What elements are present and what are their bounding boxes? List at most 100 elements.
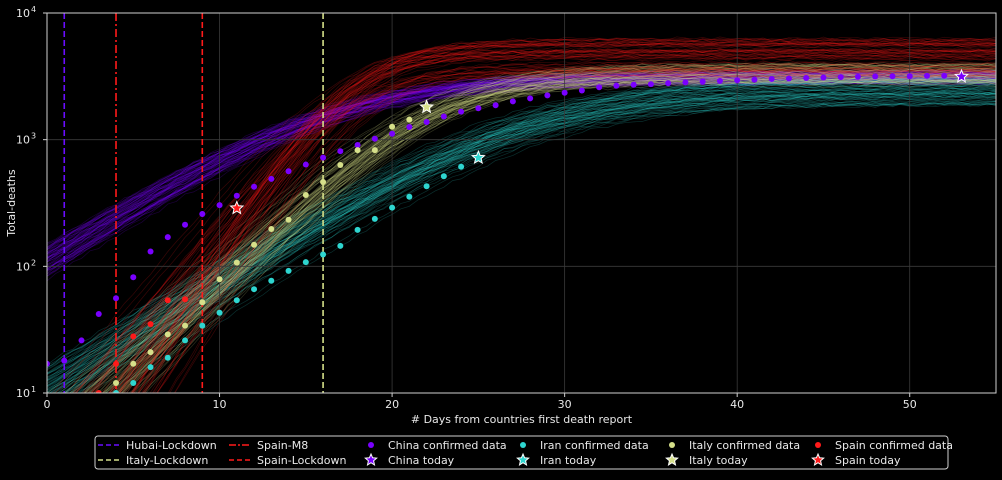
data-point [302, 259, 309, 266]
data-point [665, 80, 672, 87]
data-point [389, 123, 396, 130]
legend-box [94, 435, 949, 470]
ensemble-curve [117, 76, 996, 393]
ensemble-curve [125, 81, 996, 393]
ensemble-curve [47, 72, 996, 256]
ensemble-curve [47, 92, 996, 393]
ensemble-curve [137, 72, 996, 393]
ensemble-curve [47, 62, 996, 393]
data-point [354, 141, 361, 148]
data-point [630, 81, 637, 88]
ensemble-curve [106, 66, 996, 393]
data-point [113, 379, 120, 386]
ensemble-curve [47, 77, 996, 248]
legend-swatch [811, 452, 825, 466]
data-point [716, 77, 723, 84]
ensemble-curve [47, 71, 996, 274]
ensemble-curve [66, 95, 996, 393]
ensemble-curve [96, 62, 996, 393]
ensemble-curve [47, 95, 996, 378]
ensemble-curve [48, 81, 996, 393]
ensemble-curve [47, 98, 996, 388]
legend-swatch [520, 442, 526, 448]
data-point [389, 130, 396, 137]
ensemble-curve [93, 40, 996, 393]
ensemble-curve [114, 53, 996, 393]
ensemble-curve [47, 87, 996, 391]
ensemble-curve [47, 74, 996, 269]
ensemble-curve [47, 89, 996, 388]
ensemble-curve [47, 81, 996, 268]
x-tick-label: 50 [903, 398, 917, 411]
ensemble-curve [47, 76, 996, 253]
ensemble-curve [47, 77, 996, 251]
x-tick-label: 10 [213, 398, 227, 411]
ensemble-curve [111, 59, 996, 393]
ensemble-curve [47, 71, 996, 253]
ensemble-curve [61, 100, 996, 393]
ensemble-curve [156, 61, 996, 393]
y-tick-label: 10 [16, 7, 30, 20]
ensemble-curve [47, 81, 996, 265]
ensemble-curve [65, 85, 996, 393]
data-point [268, 226, 275, 233]
ensemble-curve [47, 77, 996, 270]
data-point [233, 259, 240, 266]
ensemble-curve [63, 80, 996, 393]
data-point [820, 74, 827, 81]
ensemble-curve [131, 49, 996, 393]
ensemble-curve [137, 55, 996, 393]
ensemble-curve [69, 74, 996, 393]
ensemble-curve [47, 90, 996, 393]
ensemble-curve [87, 63, 996, 393]
ensemble-curve [62, 102, 996, 393]
data-point [199, 299, 206, 306]
ensemble-curve [110, 36, 996, 393]
ensemble-curve [47, 80, 996, 271]
ensemble-curve [120, 62, 996, 393]
ensemble-curve [47, 85, 996, 376]
ensemble-curve [90, 40, 996, 393]
ensemble-curve [47, 78, 996, 259]
ensemble-curve [103, 79, 996, 393]
ensemble-curve [75, 74, 996, 393]
today-star [954, 68, 969, 83]
data-point [837, 74, 844, 81]
ensemble-curve [118, 70, 996, 393]
ensemble-curve [47, 71, 996, 253]
x-axis-label: # Days from countries first death report [411, 413, 633, 426]
legend-swatch [669, 442, 675, 448]
ensemble-curve [77, 91, 996, 393]
ensemble-curve [47, 80, 996, 277]
ensemble-curve [65, 83, 996, 393]
data-point [337, 242, 344, 249]
data-point [458, 108, 465, 115]
ensemble-curve [83, 69, 996, 393]
data-point [872, 73, 879, 80]
data-point [251, 241, 258, 248]
ensemble-curve [72, 55, 996, 393]
ensemble-curve [69, 78, 996, 393]
ensemble-curve [57, 90, 996, 393]
ensemble-curve [71, 90, 996, 393]
ensemble-curve [47, 70, 996, 266]
ensemble-curve [61, 83, 996, 393]
ensemble-curve [63, 97, 996, 393]
ensemble-curve [47, 77, 996, 366]
ensemble-curve [47, 88, 996, 390]
ensemble-curve [47, 79, 996, 370]
ensemble-curve [66, 47, 996, 393]
ensemble-curve [126, 42, 996, 393]
ensemble-curve [47, 77, 996, 263]
legend-label: Italy-Lockdown [126, 454, 208, 467]
data-point [906, 73, 913, 80]
ensemble-curve [105, 72, 996, 393]
data-point [509, 98, 516, 105]
ensemble-curve [47, 70, 996, 262]
data-point [251, 183, 258, 190]
ensemble-curve [74, 64, 996, 393]
ensemble-curve [137, 48, 996, 393]
ensemble-curve [113, 67, 996, 393]
ensemble-curve [47, 72, 996, 263]
